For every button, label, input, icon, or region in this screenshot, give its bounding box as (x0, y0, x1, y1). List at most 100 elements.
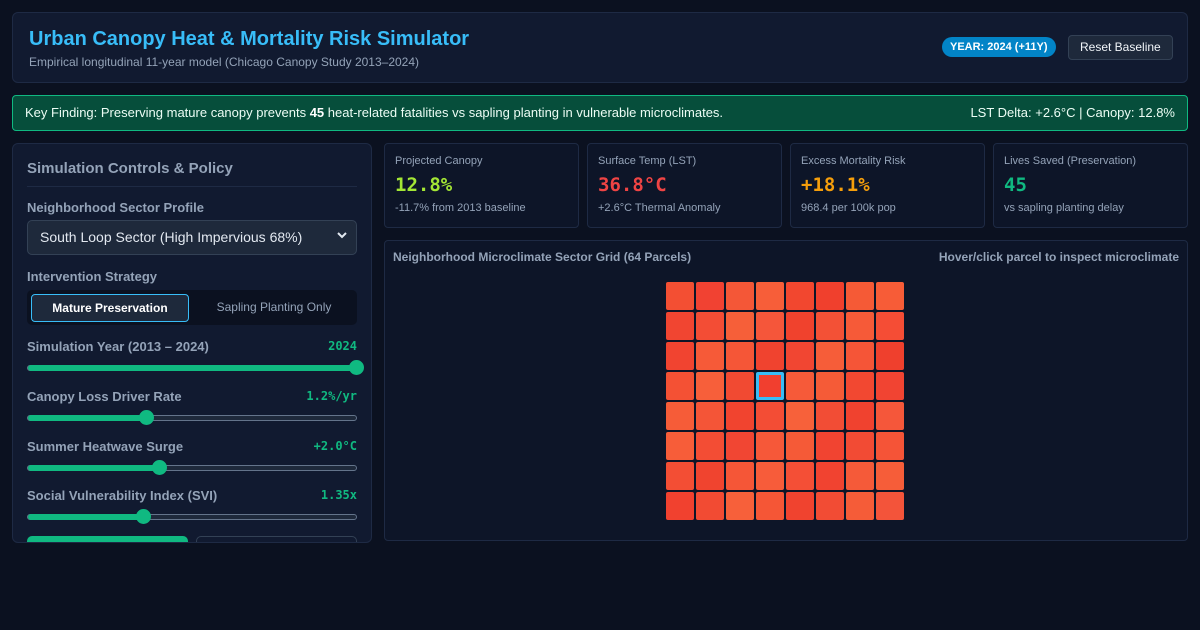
parcel-cell[interactable] (876, 342, 904, 370)
parcel-cell[interactable] (756, 342, 784, 370)
stat-note: vs sapling planting delay (1004, 202, 1124, 214)
parcel-cell[interactable] (696, 492, 724, 520)
parcel-cell[interactable] (816, 492, 844, 520)
parcel-cell[interactable] (696, 462, 724, 490)
parcel-cell[interactable] (816, 312, 844, 340)
parcel-cell[interactable] (786, 402, 814, 430)
parcel-cell[interactable] (666, 342, 694, 370)
stat-label: Lives Saved (Preservation) (1004, 155, 1137, 167)
parcel-cell[interactable] (846, 312, 874, 340)
parcel-cell[interactable] (816, 282, 844, 310)
stat-value: +18.1% (801, 174, 870, 196)
parcel-cell[interactable] (816, 402, 844, 430)
parcel-cell[interactable] (756, 492, 784, 520)
parcel-cell[interactable] (876, 462, 904, 490)
heatwave-slider[interactable] (27, 460, 357, 475)
parcel-cell[interactable] (666, 282, 694, 310)
parcel-cell[interactable] (816, 462, 844, 490)
parcel-cell[interactable] (846, 402, 874, 430)
heatwave-slider-thumb[interactable] (152, 460, 168, 475)
parcel-cell[interactable] (666, 402, 694, 430)
parcel-cell[interactable] (756, 312, 784, 340)
key-finding-banner: Key Finding: Preserving mature canopy pr… (12, 95, 1188, 131)
year-slider[interactable] (27, 360, 364, 375)
parcel-cell[interactable] (696, 372, 724, 400)
stat-card-surface-temp: Surface Temp (LST) 36.8°C +2.6°C Thermal… (587, 143, 782, 228)
finding-prefix: Key Finding: Preserving mature canopy pr… (25, 105, 310, 120)
parcel-cell[interactable] (876, 372, 904, 400)
parcel-cell[interactable] (816, 342, 844, 370)
stat-label: Excess Mortality Risk (801, 155, 906, 167)
parcel-cell[interactable] (726, 492, 754, 520)
parcel-cell[interactable] (726, 432, 754, 460)
parcel-cell[interactable] (696, 402, 724, 430)
stat-label: Projected Canopy (395, 155, 483, 167)
canopy-loss-slider[interactable] (27, 410, 357, 425)
parcel-cell[interactable] (786, 372, 814, 400)
parcel-cell[interactable] (666, 492, 694, 520)
parcel-cell[interactable] (726, 402, 754, 430)
parcel-cell[interactable] (786, 462, 814, 490)
parcel-cell[interactable] (726, 282, 754, 310)
parcel-cell[interactable] (666, 372, 694, 400)
parcel-cell[interactable] (876, 282, 904, 310)
stat-card-projected-canopy: Projected Canopy 12.8% -11.7% from 2013 … (384, 143, 579, 228)
parcel-cell[interactable] (696, 342, 724, 370)
canopy-loss-slider-fill (28, 415, 147, 421)
parcel-cell[interactable] (666, 312, 694, 340)
parcel-cell[interactable] (846, 462, 874, 490)
parcel-cell[interactable] (786, 282, 814, 310)
parcel-cell[interactable] (756, 462, 784, 490)
parcel-cell[interactable] (756, 372, 784, 400)
parcel-cell[interactable] (726, 342, 754, 370)
svi-slider[interactable] (27, 509, 357, 524)
stat-label: Surface Temp (LST) (598, 155, 697, 167)
parcel-cell[interactable] (666, 462, 694, 490)
parcel-cell[interactable] (726, 462, 754, 490)
svi-slider-fill (28, 514, 143, 520)
parcel-cell[interactable] (696, 432, 724, 460)
parcel-cell[interactable] (876, 492, 904, 520)
sector-select[interactable]: South Loop Sector (High Impervious 68%) (27, 220, 357, 255)
parcel-cell[interactable] (816, 372, 844, 400)
parcel-cell[interactable] (876, 312, 904, 340)
parcel-cell[interactable] (726, 312, 754, 340)
app-header: Urban Canopy Heat & Mortality Risk Simul… (12, 12, 1188, 83)
stat-card-lives-saved: Lives Saved (Preservation) 45 vs sapling… (993, 143, 1188, 228)
parcel-cell[interactable] (786, 342, 814, 370)
year-slider-fill (28, 365, 356, 371)
canopy-loss-slider-thumb[interactable] (139, 410, 155, 425)
parcel-cell[interactable] (786, 312, 814, 340)
parcel-cell[interactable] (696, 312, 724, 340)
finding-count: 45 (309, 105, 325, 120)
svi-slider-thumb[interactable] (135, 509, 151, 524)
strategy-option-mature-preservation[interactable]: Mature Preservation (31, 294, 189, 322)
app-title: Urban Canopy Heat & Mortality Risk Simul… (29, 28, 470, 50)
parcel-cell[interactable] (696, 282, 724, 310)
secondary-action-button[interactable] (196, 536, 357, 542)
parcel-cell[interactable] (786, 432, 814, 460)
parcel-cell[interactable] (846, 492, 874, 520)
parcel-cell[interactable] (846, 282, 874, 310)
parcel-cell[interactable] (876, 402, 904, 430)
year-slider-thumb[interactable] (349, 360, 364, 375)
parcel-cell[interactable] (816, 432, 844, 460)
parcel-cell[interactable] (756, 282, 784, 310)
parcel-cell[interactable] (726, 372, 754, 400)
stat-card-excess-mortality: Excess Mortality Risk +18.1% 968.4 per 1… (790, 143, 985, 228)
reset-baseline-button[interactable]: Reset Baseline (1068, 35, 1173, 60)
primary-action-button[interactable] (27, 536, 188, 542)
parcel-cell[interactable] (666, 432, 694, 460)
parcel-cell[interactable] (756, 432, 784, 460)
canopy-loss-slider-label: Canopy Loss Driver Rate (27, 389, 182, 404)
parcel-cell[interactable] (846, 432, 874, 460)
parcel-cell[interactable] (756, 402, 784, 430)
sector-label: Neighborhood Sector Profile (27, 200, 204, 215)
strategy-option-sapling-planting[interactable]: Sapling Planting Only (216, 300, 332, 314)
parcel-cell[interactable] (846, 342, 874, 370)
parcel-cell[interactable] (786, 492, 814, 520)
parcel-grid (666, 282, 906, 522)
parcel-cell[interactable] (876, 432, 904, 460)
finding-summary: LST Delta: +2.6°C | Canopy: 12.8% (970, 105, 1175, 120)
parcel-cell[interactable] (846, 372, 874, 400)
